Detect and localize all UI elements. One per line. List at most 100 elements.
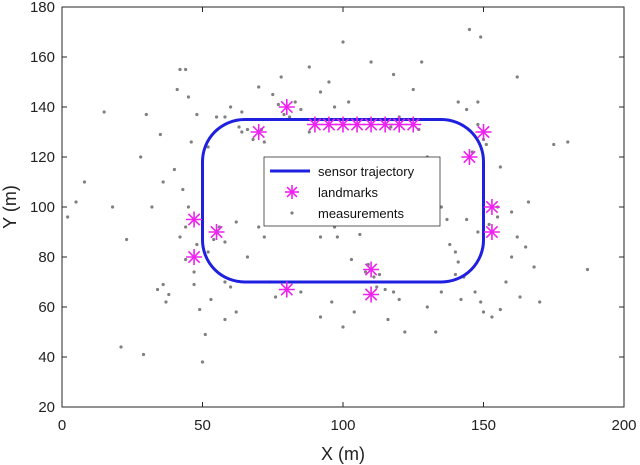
measurement-point: [425, 305, 429, 309]
measurement-point: [206, 145, 210, 149]
legend-measurements-label: measurements: [318, 206, 404, 221]
measurement-point: [273, 295, 278, 299]
measurement-point: [181, 187, 185, 192]
measurement-point: [245, 255, 250, 259]
legend-landmark-asterisk: [285, 185, 299, 199]
ticks-layer: 0 50 100 150 200 20 40 60 80 100 120 140 160 180: [30, 0, 637, 434]
measurement-point: [481, 310, 486, 314]
measurement-point: [257, 85, 261, 89]
measurement-point: [192, 282, 196, 287]
measurement-point: [110, 205, 115, 209]
measurement-point: [307, 65, 311, 69]
measurement-point: [279, 75, 283, 79]
measurement-point: [372, 275, 376, 279]
measurement-point: [299, 107, 303, 112]
measurement-point: [504, 280, 508, 284]
measurement-point: [377, 272, 382, 277]
measurement-point: [389, 125, 393, 129]
y-tick-label: 100: [30, 199, 55, 216]
measurement-point: [195, 112, 199, 117]
y-tick-label: 60: [38, 299, 55, 316]
measurement-point: [341, 325, 345, 329]
measurement-point: [434, 330, 438, 334]
landmark-point: [483, 199, 500, 215]
measurement-point: [465, 217, 469, 222]
landmarks-layer: [186, 99, 500, 303]
measurement-point: [212, 237, 216, 242]
measurement-point: [119, 345, 123, 349]
legend: sensor trajectory landmarks measurements: [263, 156, 441, 227]
measurement-point: [240, 130, 244, 134]
measurement-point: [262, 235, 266, 239]
measurement-point: [251, 137, 255, 142]
measurement-point: [498, 165, 502, 169]
y-tick-label: 160: [30, 49, 55, 66]
y-tick-label: 40: [38, 349, 55, 366]
measurement-point: [465, 107, 469, 112]
measurement-point: [276, 102, 280, 107]
measurement-point: [383, 287, 387, 292]
measurement-point: [144, 112, 148, 117]
measurement-point: [318, 90, 323, 94]
measurement-point: [538, 300, 542, 304]
measurement-point: [288, 115, 292, 119]
landmark-point: [461, 149, 478, 165]
measurement-point: [369, 60, 373, 64]
measurement-point: [532, 265, 536, 269]
landmark-point: [208, 224, 225, 240]
measurement-point: [74, 200, 78, 204]
measurement-point: [200, 360, 205, 364]
y-tick-label: 20: [38, 399, 55, 416]
measurement-point: [510, 255, 514, 259]
measurement-point: [164, 300, 168, 304]
x-tick-label: 200: [611, 417, 636, 434]
y-axis-label: Y (m): [0, 185, 20, 229]
measurement-point: [209, 297, 213, 302]
x-tick-label: 50: [194, 417, 211, 434]
measurement-point: [161, 180, 165, 184]
measurement-point: [262, 140, 266, 144]
measurement-point: [158, 132, 162, 137]
measurement-point: [271, 92, 275, 97]
measurement-point: [125, 237, 129, 242]
landmark-point: [363, 261, 380, 278]
landmark-point: [405, 116, 422, 133]
landmark-point: [377, 116, 394, 133]
measurement-point: [363, 270, 368, 274]
measurement-point: [223, 280, 227, 284]
measurement-point: [223, 115, 227, 119]
measurement-point: [332, 105, 337, 109]
measurement-point: [330, 300, 334, 304]
landmark-point: [335, 116, 351, 133]
measurement-point: [453, 250, 457, 254]
measurement-point: [214, 115, 219, 119]
measurement-point: [198, 307, 202, 312]
x-tick-label: 0: [58, 417, 66, 434]
measurement-point: [178, 67, 182, 72]
measurement-point: [175, 87, 179, 92]
measurement-point: [375, 285, 379, 289]
measurement-point: [282, 112, 286, 117]
x-axis-label: X (m): [321, 444, 365, 464]
measurement-point: [318, 235, 323, 239]
legend-landmarks-swatch: [285, 185, 299, 199]
measurement-point: [245, 127, 250, 132]
measurement-point: [487, 222, 491, 227]
measurement-point: [467, 27, 472, 32]
measurement-point: [240, 110, 244, 114]
measurement-point: [479, 300, 483, 304]
measurement-point: [391, 72, 396, 77]
measurement-point: [186, 205, 191, 209]
landmark-point: [363, 286, 380, 303]
landmark-point: [186, 211, 203, 228]
measurements-layer: [66, 27, 590, 364]
measurement-point: [349, 257, 354, 262]
measurement-point: [391, 290, 396, 294]
measurement-point: [456, 100, 460, 104]
measurement-point: [66, 215, 70, 219]
landmark-point: [306, 116, 323, 133]
measurement-point: [397, 297, 401, 302]
measurement-point: [518, 295, 522, 299]
landmark-point: [349, 116, 366, 133]
